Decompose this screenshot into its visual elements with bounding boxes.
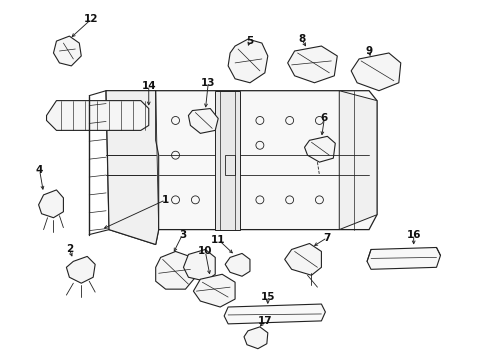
Text: 8: 8 <box>298 34 305 44</box>
Text: 12: 12 <box>84 14 98 24</box>
Polygon shape <box>47 100 149 130</box>
Text: 11: 11 <box>211 234 225 244</box>
Polygon shape <box>66 256 95 283</box>
Polygon shape <box>194 274 235 307</box>
Polygon shape <box>106 91 377 244</box>
Text: 9: 9 <box>366 46 372 56</box>
Polygon shape <box>53 36 81 66</box>
Polygon shape <box>189 109 218 133</box>
Text: 6: 6 <box>321 113 328 123</box>
Text: 14: 14 <box>142 81 156 91</box>
Text: 4: 4 <box>36 165 43 175</box>
Polygon shape <box>285 243 321 275</box>
Text: 13: 13 <box>201 78 216 88</box>
Polygon shape <box>156 251 196 289</box>
Text: 15: 15 <box>261 292 275 302</box>
Text: 3: 3 <box>179 230 186 239</box>
Polygon shape <box>244 327 268 349</box>
Text: 16: 16 <box>406 230 421 239</box>
Polygon shape <box>106 91 159 244</box>
Text: 5: 5 <box>246 36 254 46</box>
Text: 1: 1 <box>162 195 169 205</box>
Polygon shape <box>39 190 63 218</box>
Polygon shape <box>367 247 441 269</box>
Polygon shape <box>224 304 325 324</box>
Polygon shape <box>351 53 401 91</box>
Polygon shape <box>225 253 250 276</box>
Text: 17: 17 <box>258 316 272 326</box>
Polygon shape <box>288 46 337 83</box>
Polygon shape <box>183 249 215 281</box>
Polygon shape <box>228 39 268 83</box>
Text: 2: 2 <box>66 244 73 255</box>
Text: 10: 10 <box>198 247 213 256</box>
Polygon shape <box>339 91 377 230</box>
Polygon shape <box>305 136 335 162</box>
Text: 7: 7 <box>324 233 331 243</box>
Polygon shape <box>215 91 240 230</box>
